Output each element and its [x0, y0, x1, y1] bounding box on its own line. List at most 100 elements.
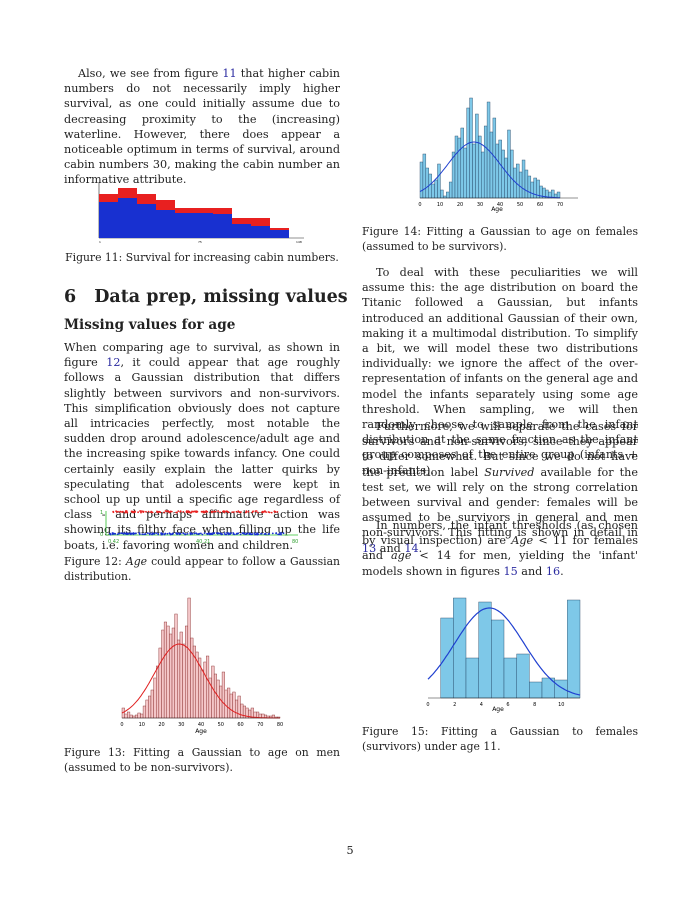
fig13-bar — [187, 597, 191, 719]
fig14-bar — [419, 161, 424, 199]
fig14-bar — [443, 195, 447, 199]
fig13-bar — [219, 685, 223, 719]
paragraph-infant-thresholds: In numbers, the infant thresholds (as ch… — [362, 518, 638, 579]
fig12-survivor-point — [145, 510, 147, 513]
fig12-victim-point — [175, 532, 178, 535]
paragraph-text: Also, we see from figure 11 that higher … — [64, 67, 340, 187]
fig12-survivor-point — [117, 510, 119, 513]
figure-12-age-scatter: 1 0 0.42 40.21 80 — [100, 510, 298, 545]
fig12-survivor-point — [239, 511, 242, 514]
fig12-survivor-point — [190, 511, 193, 514]
fig12-survivor-point — [276, 511, 279, 513]
fig14-bar — [440, 189, 444, 199]
fig11-blue-bar — [213, 214, 232, 238]
fig13-bar — [174, 613, 178, 719]
svg-text:148: 148 — [296, 240, 302, 244]
fig12-survivor-point — [182, 511, 185, 513]
fig13-bar — [124, 713, 128, 719]
fig12-victim-point — [263, 533, 266, 535]
fig11-red-bar — [232, 218, 251, 224]
fig12-victim-point — [152, 532, 155, 535]
fig15-bar — [453, 597, 467, 699]
fig13-bar — [206, 655, 210, 719]
fig14-bar — [551, 189, 555, 199]
fig12-survivor-point — [137, 511, 139, 514]
fig12-survivor-point — [202, 510, 205, 513]
figure-14-women-age-histogram: 0 10 20 30 40 50 60 70 Age — [418, 97, 578, 213]
fig13-tick-label: 40 — [198, 722, 204, 728]
fig12-survivor-point — [235, 510, 238, 513]
fig12-survivor-point — [200, 510, 203, 513]
fig12-survivor-point — [245, 511, 248, 513]
fig12-survivor-point — [213, 510, 215, 513]
section-number: 6 — [64, 287, 77, 307]
fig13-tick-label: 50 — [218, 722, 224, 728]
fig12-y-top: 1 — [100, 510, 103, 516]
fig14-bar — [504, 157, 508, 199]
fig12-survivor-point — [141, 510, 143, 512]
fig11-blue-bar — [232, 224, 251, 238]
figure-12-caption: Figure 12: Age could appear to follow a … — [64, 555, 340, 583]
fig12-survivor-point — [165, 510, 168, 513]
fig12-survivor-point — [179, 510, 182, 513]
fig11-blue-bar — [118, 198, 137, 238]
fig12-victim-point — [265, 533, 267, 535]
fig12-victim-point — [282, 532, 285, 535]
fig14-bar — [527, 175, 532, 199]
fig15-bar — [465, 657, 479, 699]
fig13-bar — [137, 712, 141, 719]
fig12-victim-point — [223, 532, 226, 534]
fig11-red-bar — [175, 208, 194, 213]
fig12-victim-point — [171, 532, 174, 535]
section-title: Data prep, missing values — [94, 287, 348, 307]
fig12-survivor-point — [125, 510, 128, 513]
fig12-victim-point — [248, 533, 251, 535]
fig12-victim-point — [178, 532, 181, 535]
fig14-bar — [466, 107, 470, 199]
fig12-x-mid: 40.21 — [196, 539, 210, 545]
fig15-bar — [516, 653, 530, 699]
fig12-survivor-point — [119, 510, 122, 513]
fig12-victim-point — [236, 533, 238, 535]
fig11-blue-bar — [270, 230, 289, 238]
fig12-survivor-point — [227, 511, 230, 514]
fig12-survivor-point — [233, 511, 235, 513]
fig12-victim-point — [160, 532, 162, 535]
fig11-red-bar — [137, 194, 156, 204]
fig12-survivor-point — [214, 510, 217, 513]
fig13-bar — [190, 637, 194, 719]
fig14-tick-label: 30 — [477, 202, 483, 208]
fig12-victim-point — [275, 532, 278, 534]
fig13-bar — [200, 669, 204, 719]
paragraph-text: When comparing age to survival, as shown… — [64, 341, 341, 552]
fig13-bar — [235, 699, 239, 719]
fig13-gaussian-curve — [121, 643, 280, 719]
fig12-victim-point — [201, 533, 204, 536]
fig12-victim-point — [279, 532, 282, 534]
fig12-victim-point — [271, 532, 274, 535]
fig12-victim-point — [164, 532, 167, 535]
fig12-x-left: 0.42 — [108, 539, 119, 545]
fig12-victim-point — [182, 532, 185, 535]
fig14-bar — [478, 135, 482, 199]
fig12-victim-point — [237, 532, 240, 535]
fig12-victim-point — [184, 533, 187, 536]
fig15-tick-label: 10 — [558, 702, 564, 708]
fig11-red-bar — [99, 194, 118, 202]
fig12-survivor-point — [124, 511, 126, 514]
fig12-victim-point — [144, 533, 147, 535]
fig12-victim-point — [267, 533, 270, 536]
fig12-victim-point — [218, 532, 220, 535]
fig12-victim-point — [177, 532, 179, 535]
fig12-survivor-point — [158, 511, 160, 513]
fig15-bar — [478, 601, 492, 699]
fig12-victim-point — [221, 533, 224, 535]
fig12-victim-point — [260, 533, 262, 535]
fig12-survivor-point — [257, 511, 259, 514]
fig12-survivor-point — [139, 510, 141, 512]
fig15-tick-label: 8 — [533, 702, 536, 708]
fig11-red-bar — [118, 188, 137, 198]
fig13-bar — [142, 705, 146, 719]
fig13-bar — [240, 703, 244, 719]
fig13-bar — [213, 673, 217, 719]
